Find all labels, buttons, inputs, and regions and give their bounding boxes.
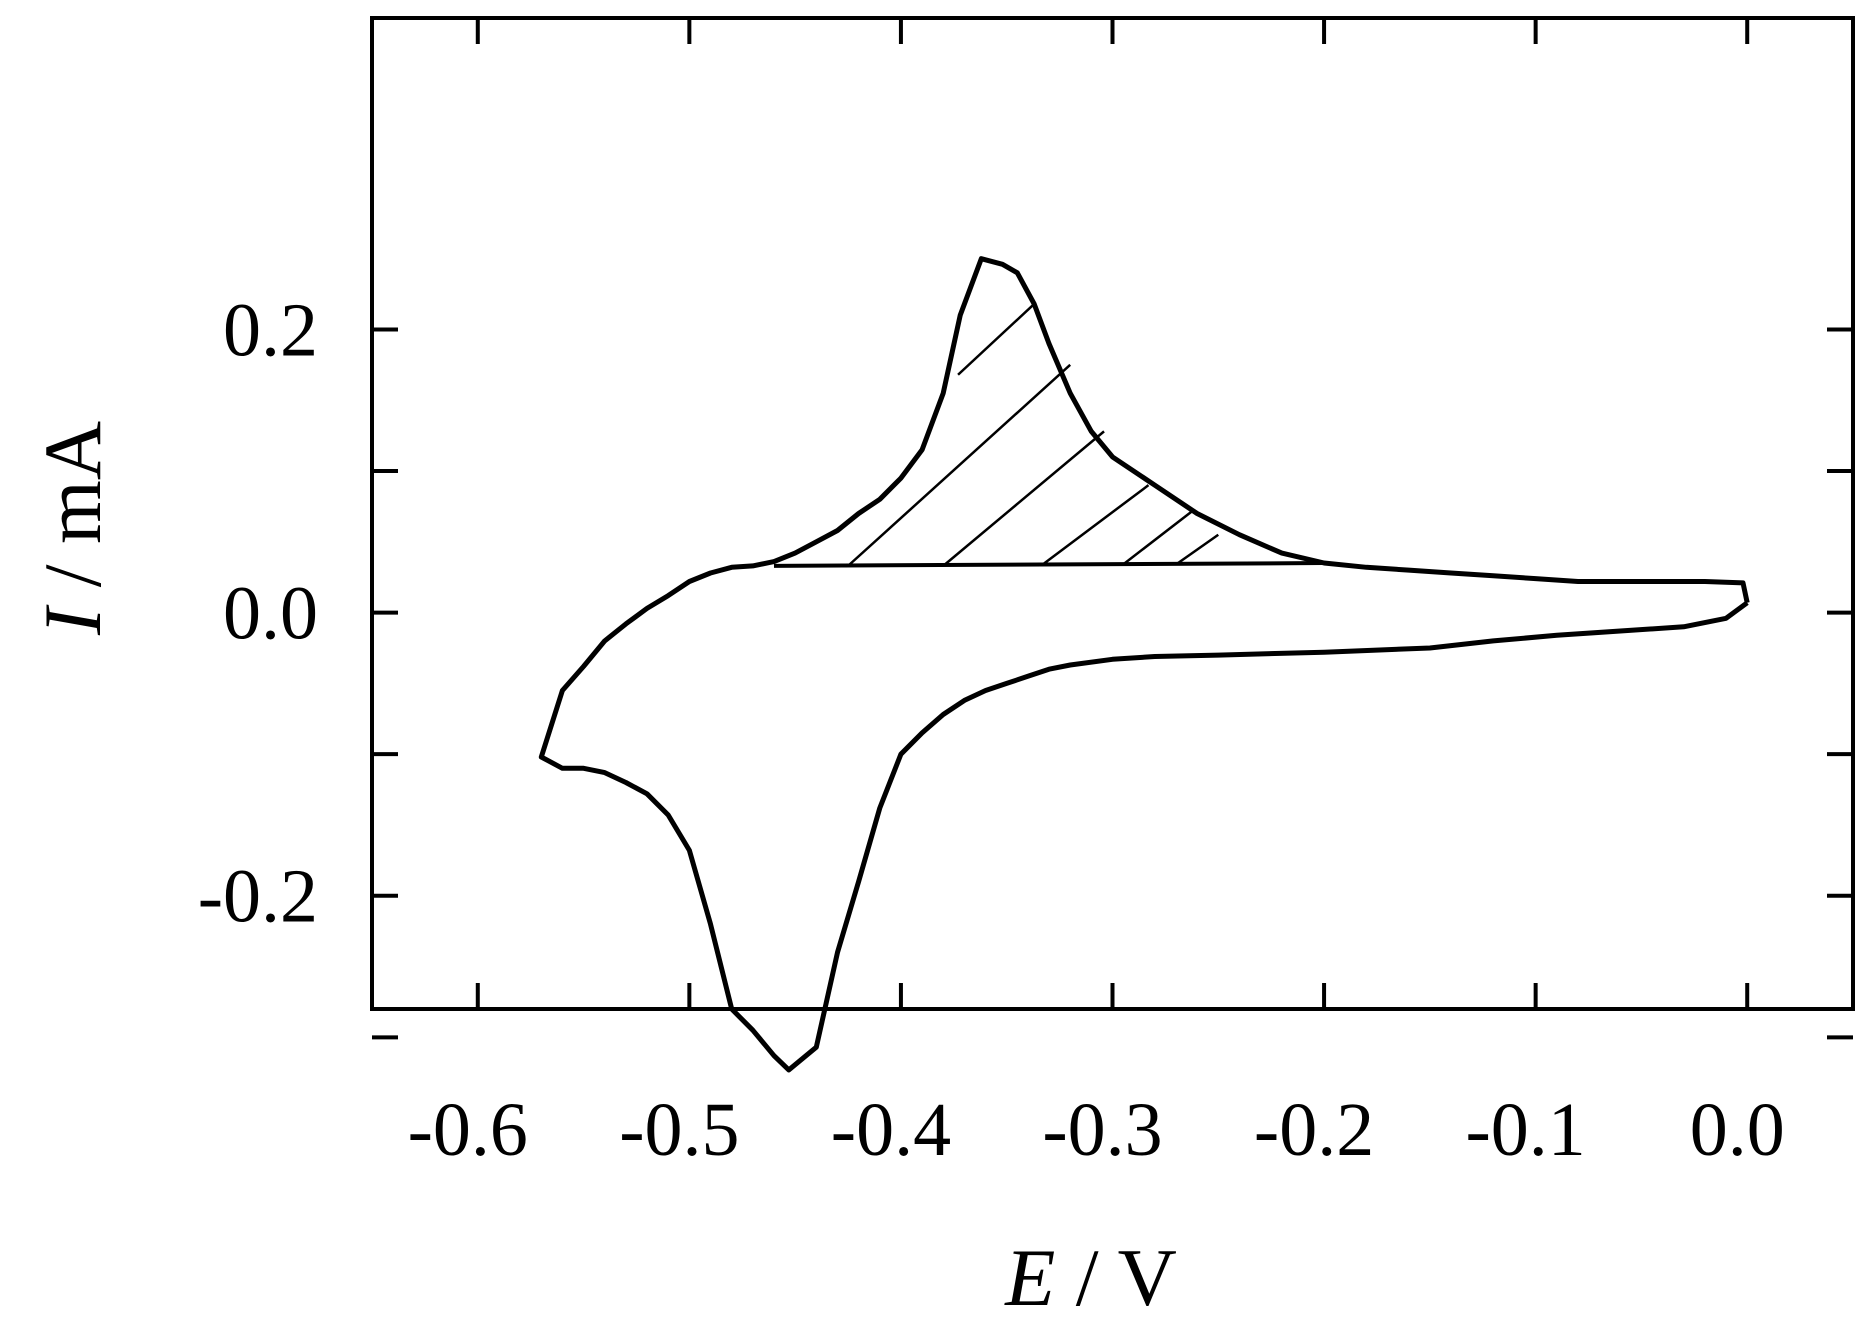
x-tick-label: -0.5	[619, 1088, 739, 1172]
hatch-line	[942, 430, 1105, 567]
x-tick-label: -0.2	[1254, 1088, 1374, 1172]
y-tick-label: 0.2	[223, 288, 318, 372]
x-tick-label: -0.6	[408, 1088, 528, 1172]
hatch-line	[847, 363, 1072, 567]
x-tick-label: -0.4	[831, 1088, 951, 1172]
hatch-line	[1122, 509, 1194, 566]
y-axis-symbol: I	[27, 604, 118, 636]
x-tick-label: -0.1	[1465, 1088, 1585, 1172]
hatch-line	[1175, 533, 1220, 566]
x-axis-title: E / V	[1004, 1232, 1177, 1323]
hatch-baseline	[773, 561, 1325, 568]
y-axis-unit: / mA	[27, 421, 118, 608]
x-axis-symbol: E	[1004, 1232, 1055, 1323]
x-axis-unit: / V	[1055, 1232, 1177, 1323]
y-tick-label: 0.0	[223, 572, 318, 656]
y-tick-label: -0.2	[198, 855, 318, 939]
series-line	[538, 256, 1750, 1073]
y-axis-title: I / mA	[27, 421, 118, 636]
hatch-line	[1041, 484, 1150, 566]
hatch-line	[957, 303, 1036, 376]
x-tick-label: 0.0	[1690, 1088, 1785, 1172]
x-tick-label: -0.3	[1042, 1088, 1162, 1172]
